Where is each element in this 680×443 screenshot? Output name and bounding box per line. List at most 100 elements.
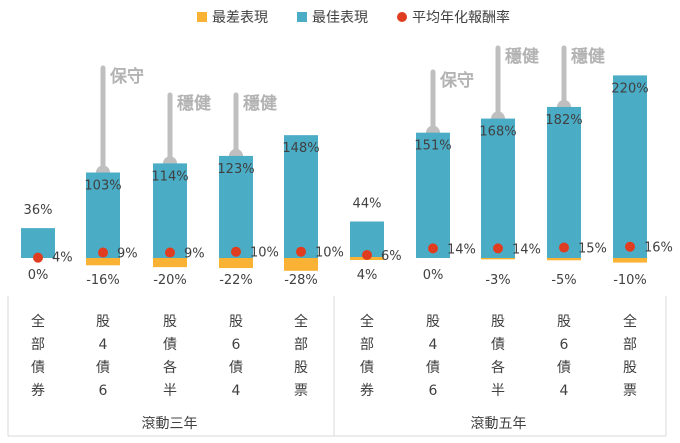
- category-label-char: 半: [491, 383, 505, 399]
- best-value-label: 182%: [545, 113, 582, 128]
- legend-best-swatch: [297, 12, 307, 22]
- best-value-label: 168%: [479, 125, 516, 140]
- worst-value-label: 0%: [28, 268, 49, 283]
- worst-value-label: 0%: [423, 268, 444, 283]
- category-label-char: 部: [360, 337, 374, 353]
- worst-bar: [481, 258, 515, 260]
- avg-points: [33, 241, 635, 263]
- category-label-char: 4: [232, 383, 241, 399]
- best-value-label: 123%: [217, 162, 254, 177]
- category-label-char: 全: [294, 313, 308, 330]
- worst-bar: [613, 258, 647, 263]
- category-label-char: 股: [491, 314, 505, 330]
- worst-bar: [153, 258, 187, 268]
- best-bar: [86, 172, 120, 258]
- avg-value-label: 4%: [52, 251, 73, 266]
- worst-value-label: -28%: [284, 273, 318, 288]
- category-axis: 全部債券股4債6股債各半股6債4全部股票全部債券股4債6股債各半股6債4全部股票…: [7, 296, 667, 437]
- worst-value-label: -20%: [153, 273, 187, 288]
- avg-point: [296, 246, 306, 257]
- avg-point: [559, 242, 569, 253]
- best-value-label: 44%: [353, 196, 382, 211]
- legend-best-label: 最佳表現: [312, 10, 368, 26]
- category-label-char: 4: [429, 337, 438, 353]
- worst-bar: [219, 258, 253, 269]
- avg-value-label: 10%: [315, 246, 344, 261]
- category-label-char: 各: [491, 360, 505, 376]
- category-label-char: 6: [429, 383, 438, 399]
- worst-value-label: -10%: [613, 273, 647, 288]
- best-value-label: 220%: [611, 81, 648, 96]
- legend: 最差表現 最佳表現 平均年化報酬率: [197, 9, 510, 26]
- category-label-char: 債: [491, 337, 505, 353]
- category-label-char: 股: [163, 314, 177, 330]
- category-label-char: 部: [31, 337, 45, 353]
- best-bar: [219, 155, 253, 258]
- annotation-tag: 穩健: [177, 93, 211, 114]
- avg-value-label: 15%: [578, 242, 607, 257]
- category-label-char: 債: [557, 360, 571, 376]
- avg-value-label: 16%: [644, 241, 673, 256]
- best-value-label: 148%: [282, 141, 319, 156]
- worst-value-label: -5%: [551, 273, 576, 288]
- legend-worst-swatch: [197, 12, 207, 22]
- category-label-char: 股: [623, 360, 637, 376]
- worst-value-label: -3%: [485, 273, 510, 288]
- category-label-char: 股: [96, 314, 110, 330]
- avg-point: [98, 247, 108, 258]
- avg-point: [33, 252, 43, 263]
- category-label-char: 6: [232, 337, 241, 353]
- avg-value-label: 14%: [447, 242, 476, 257]
- best-bar: [284, 135, 318, 258]
- worst-bar: [547, 258, 581, 261]
- avg-point: [493, 243, 503, 254]
- group-label: 滾動五年: [471, 416, 527, 432]
- category-label-char: 票: [294, 383, 308, 399]
- category-label-char: 債: [163, 337, 177, 353]
- category-label-char: 債: [360, 360, 374, 376]
- annotation-tag: 穩健: [243, 93, 277, 114]
- worst-value-label: 4%: [357, 268, 378, 283]
- avg-point: [625, 241, 635, 252]
- category-label-char: 券: [360, 383, 374, 399]
- legend-worst-label: 最差表現: [212, 10, 268, 26]
- annotation-tag: 穩健: [571, 46, 605, 67]
- category-label-char: 全: [623, 313, 637, 330]
- best-bar: [481, 118, 515, 258]
- avg-point: [362, 250, 372, 261]
- category-label-char: 債: [31, 360, 45, 376]
- avg-value-label: 6%: [381, 249, 402, 264]
- best-bar: [153, 163, 187, 258]
- worst-bar: [86, 258, 120, 266]
- annotation-tag: 保守: [109, 66, 144, 87]
- avg-point: [165, 247, 175, 258]
- avg-point: [428, 243, 438, 254]
- group-label: 滾動三年: [142, 416, 198, 432]
- category-label-char: 各: [163, 360, 177, 376]
- best-value-label: 36%: [24, 203, 53, 218]
- category-label-char: 券: [31, 383, 45, 399]
- category-label-char: 部: [623, 337, 637, 353]
- bars: [21, 75, 647, 271]
- category-label-char: 債: [426, 360, 440, 376]
- category-label-char: 半: [163, 383, 177, 399]
- avg-value-label: 14%: [512, 242, 541, 257]
- category-label-char: 部: [294, 337, 308, 353]
- legend-avg-marker: [397, 12, 407, 22]
- category-label-char: 6: [99, 383, 108, 399]
- best-value-label: 151%: [414, 139, 451, 154]
- category-label-char: 股: [294, 360, 308, 376]
- annotation-tag: 保守: [439, 70, 474, 91]
- category-label-char: 票: [623, 383, 637, 399]
- category-label-char: 股: [426, 314, 440, 330]
- best-bar: [416, 132, 450, 258]
- category-label-char: 6: [560, 337, 569, 353]
- best-value-label: 114%: [151, 169, 188, 184]
- worst-bar: [284, 258, 318, 271]
- category-label-char: 全: [360, 313, 374, 330]
- category-label-char: 全: [31, 313, 45, 330]
- annotation-tag: 穩健: [505, 46, 539, 67]
- avg-value-label: 9%: [184, 247, 205, 262]
